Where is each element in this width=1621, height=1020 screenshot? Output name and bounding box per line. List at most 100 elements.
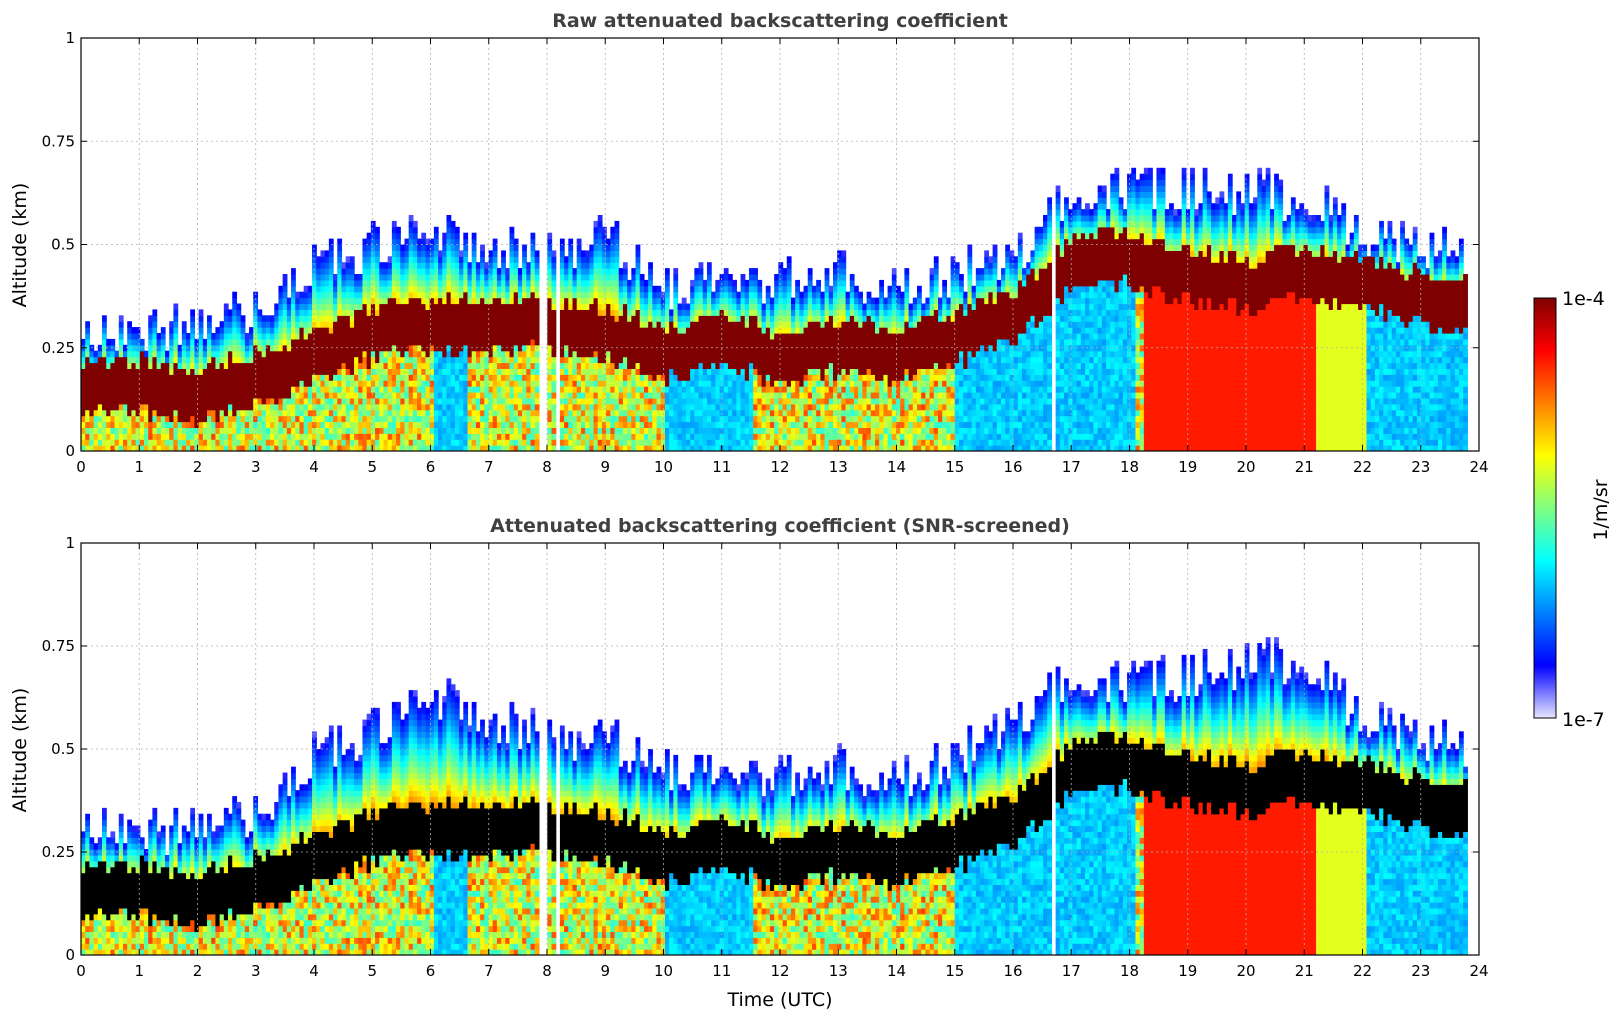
heatmap-cell (429, 356, 435, 364)
heatmap-cell (593, 374, 599, 381)
heatmap-cell (501, 356, 506, 364)
heatmap-cell (559, 403, 565, 411)
heatmap-cell (144, 439, 149, 446)
heatmap-cell (664, 315, 670, 322)
heatmap-cell (421, 374, 427, 381)
heatmap-cell (253, 303, 259, 310)
heatmap-cell (198, 356, 204, 364)
heatmap-cell (177, 415, 183, 423)
heatmap-cell (690, 350, 695, 358)
heatmap-cell (328, 397, 334, 405)
heatmap-cell (341, 321, 347, 328)
heatmap-cell (278, 439, 284, 446)
heatmap-cell (551, 403, 557, 411)
heatmap-cell (610, 309, 616, 316)
heatmap-cell (278, 386, 284, 393)
heatmap-cell (366, 380, 372, 387)
heatmap-cell (114, 386, 120, 393)
heatmap-cell (433, 297, 439, 305)
heatmap-cell (404, 368, 410, 375)
heatmap-cell (383, 356, 389, 364)
heatmap-cell (396, 250, 401, 257)
heatmap-cell (732, 285, 737, 293)
heatmap-cell (765, 303, 771, 310)
heatmap-cell (417, 427, 422, 434)
heatmap-cell (782, 279, 788, 287)
heatmap-cell (362, 309, 368, 316)
heatmap-cell (366, 274, 372, 281)
heatmap-cell (391, 285, 397, 293)
heatmap-cell (257, 321, 263, 328)
heatmap-cell (370, 427, 376, 434)
heatmap-cell (513, 403, 519, 411)
heatmap-cell (744, 415, 750, 423)
heatmap-cell (139, 380, 145, 387)
heatmap-cell (144, 409, 149, 417)
heatmap-cell (341, 350, 347, 358)
heatmap-cell (635, 415, 641, 423)
heatmap-cell (190, 409, 196, 417)
heatmap-cell (774, 362, 779, 369)
heatmap-cell (337, 244, 343, 251)
heatmap-cell (190, 327, 196, 334)
heatmap-cell (97, 368, 103, 375)
heatmap-cell (324, 374, 330, 381)
heatmap-cell (249, 403, 254, 411)
heatmap-cell (404, 427, 410, 434)
heatmap-cell (564, 262, 569, 269)
heatmap-cell (580, 415, 586, 423)
heatmap-cell (589, 362, 595, 369)
heatmap-cell (299, 368, 305, 375)
heatmap-cell (375, 274, 380, 281)
heatmap-cell (475, 309, 481, 316)
heatmap-cell (614, 415, 620, 423)
heatmap-cell (475, 274, 481, 281)
heatmap-cell (601, 392, 607, 399)
heatmap-cell (270, 380, 275, 387)
heatmap-cell (135, 439, 141, 446)
heatmap-cell (488, 344, 494, 352)
heatmap-cell (509, 232, 515, 240)
heatmap-cell (211, 350, 217, 358)
heatmap-cell (114, 392, 120, 399)
heatmap-cell (614, 374, 620, 381)
heatmap-cell (753, 415, 758, 423)
heatmap-cell (412, 356, 418, 364)
heatmap-cell (320, 421, 326, 428)
heatmap-cell (736, 303, 742, 310)
heatmap-cell (429, 368, 435, 375)
heatmap-cell (597, 350, 603, 358)
heatmap-cell (723, 268, 729, 275)
heatmap-cell (622, 327, 628, 334)
heatmap-cell (156, 409, 162, 417)
heatmap-cell (299, 403, 305, 411)
heatmap-cell (425, 244, 431, 251)
heatmap-cell (597, 215, 603, 222)
heatmap-cell (585, 350, 590, 358)
heatmap-cell (307, 374, 313, 381)
heatmap-cell (501, 368, 506, 375)
heatmap-cell (228, 403, 233, 411)
heatmap-cell (526, 445, 532, 451)
heatmap-cell (295, 445, 301, 451)
heatmap-cell (429, 380, 435, 387)
heatmap-cell (715, 409, 721, 417)
heatmap-cell (622, 303, 628, 310)
heatmap-cell (639, 274, 645, 281)
heatmap-cell (685, 374, 691, 381)
heatmap-cell (597, 291, 603, 299)
heatmap-cell (425, 433, 431, 440)
heatmap-cell (648, 439, 653, 446)
heatmap-cell (341, 309, 347, 316)
heatmap-cell (681, 427, 687, 434)
heatmap-cell (547, 427, 553, 434)
heatmap-cell (517, 333, 523, 340)
heatmap-cell (492, 356, 498, 364)
heatmap-cell (656, 315, 662, 322)
heatmap-cell (530, 427, 536, 434)
heatmap-cell (614, 445, 620, 451)
heatmap-cell (110, 356, 116, 364)
heatmap-cell (530, 415, 536, 423)
heatmap-cell (610, 392, 616, 399)
heatmap-cell (169, 333, 175, 340)
